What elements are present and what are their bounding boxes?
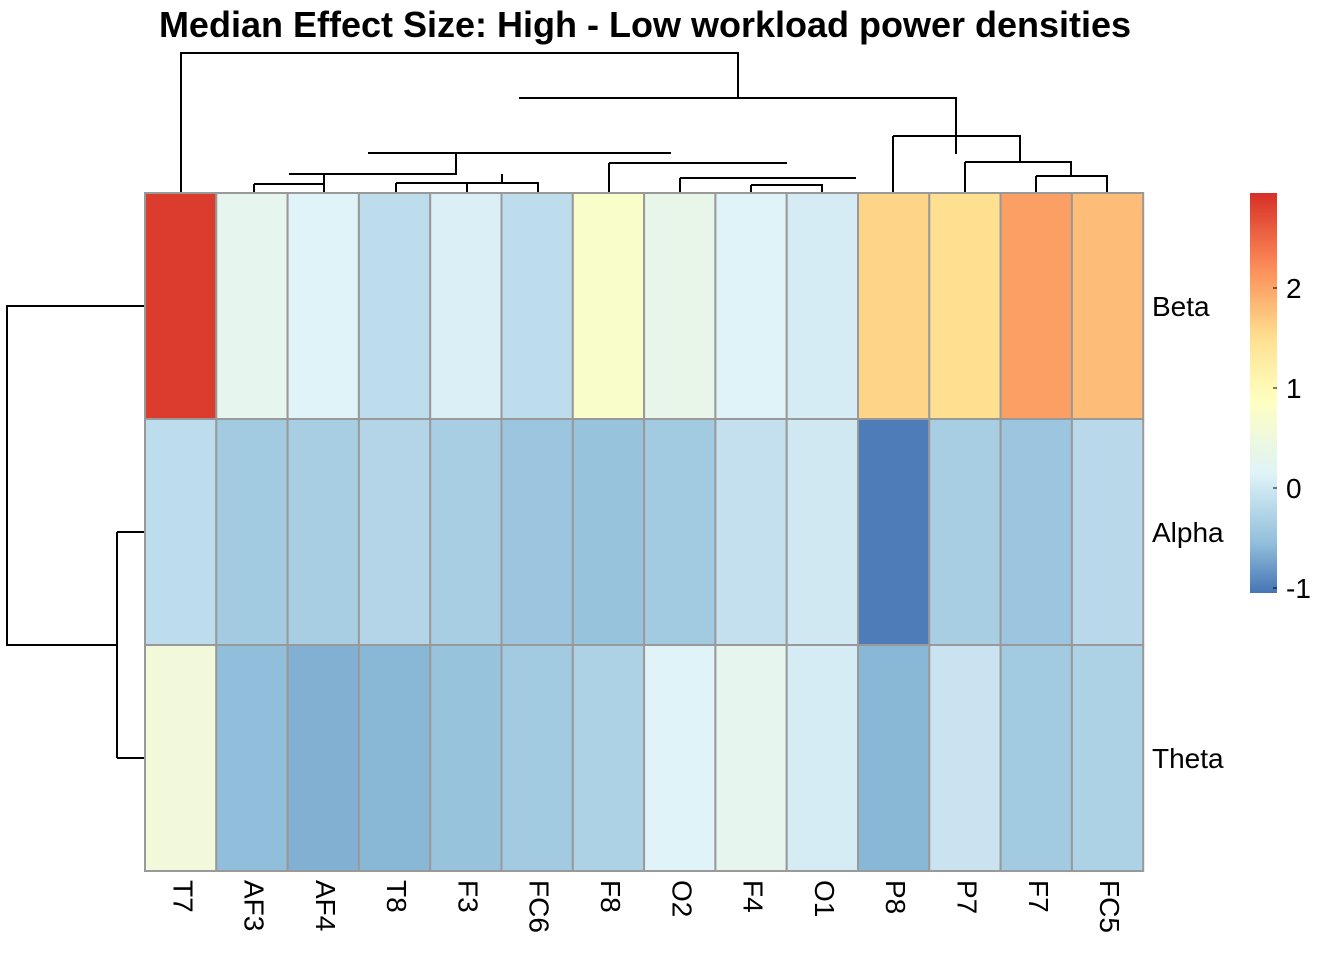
heatmap-cell-beta-o2	[643, 192, 717, 420]
column-label: AF3	[239, 880, 270, 931]
heatmap-cell-beta-f8	[571, 192, 646, 420]
column-label: AF4	[310, 880, 341, 931]
color-legend-bar	[1250, 193, 1277, 593]
heatmap-cell-alpha-t7	[144, 418, 218, 646]
column-labels: T7 AF3 AF4 T8 F3 FC6 F8 O2 F4 O1 P8 P7 F7 FC5	[167, 880, 1125, 933]
heatmap-cell-beta-fc5	[1070, 192, 1145, 420]
heatmap-cell-theta-f3	[429, 644, 503, 872]
heatmap-cell-beta-f7	[999, 192, 1073, 420]
heatmap-cell-alpha-f4	[714, 418, 788, 646]
heatmap-cell-beta-af4	[286, 192, 360, 420]
heatmap-cell-alpha-fc5	[1070, 418, 1145, 646]
heatmap-cell-beta-f4	[714, 192, 788, 420]
column-label: FC5	[1094, 880, 1125, 933]
column-label: T8	[381, 880, 412, 913]
heatmap-cell-beta-fc6	[500, 192, 574, 420]
heatmap-cell-alpha-t8	[357, 418, 432, 646]
column-label: FC6	[524, 880, 555, 933]
color-legend-tick-label: 0	[1286, 473, 1302, 504]
heatmap-cell-beta-o1	[785, 192, 860, 420]
row-dendrogram	[6, 305, 145, 759]
heatmap-cell-alpha-af4	[286, 418, 360, 646]
heatmap-cell-theta-o1	[785, 644, 860, 872]
column-label: P8	[880, 880, 911, 914]
color-legend-ticks: -1 0 1 2	[1273, 273, 1311, 604]
column-label: F7	[1023, 880, 1054, 913]
heatmap-cell-theta-af4	[286, 644, 360, 872]
heatmap-cell-alpha-f8	[571, 418, 646, 646]
heatmap-cell-theta-t7	[144, 644, 218, 872]
heatmap-cell-beta-f3	[429, 192, 503, 420]
heatmap-cell-beta-p7	[928, 192, 1002, 420]
column-label: O1	[809, 880, 840, 917]
heatmap-cell-alpha-af3	[215, 418, 289, 646]
heatmap-cell-theta-f4	[714, 644, 788, 872]
column-label: O2	[666, 880, 697, 917]
heatmap-cell-theta-t8	[357, 644, 432, 872]
row-labels: Beta Alpha Theta	[1152, 291, 1224, 774]
heatmap-cell-alpha-o1	[785, 418, 860, 646]
column-label: P7	[952, 880, 983, 914]
color-legend-tick-label: 1	[1286, 373, 1302, 404]
row-label: Theta	[1152, 743, 1224, 774]
heatmap-cell-alpha-f3	[429, 418, 503, 646]
heatmap-cell-beta-p8	[857, 192, 931, 420]
column-label: F4	[738, 880, 769, 913]
column-dendrogram	[180, 52, 1108, 193]
color-legend: -1 0 1 2	[1250, 193, 1311, 604]
color-legend-tick-label: -1	[1286, 573, 1311, 604]
heatmap-cell-alpha-o2	[643, 418, 717, 646]
heatmap-cell-theta-f8	[571, 644, 646, 872]
row-label: Beta	[1152, 291, 1210, 322]
heatmap-cell-alpha-fc6	[500, 418, 574, 646]
heatmap-cell-theta-o2	[643, 644, 717, 872]
column-label: F3	[452, 880, 483, 913]
column-label: F8	[595, 880, 626, 913]
heatmap-cell-beta-t8	[357, 192, 432, 420]
heatmap-cell-theta-p7	[928, 644, 1002, 872]
heatmap-cell-theta-fc5	[1070, 644, 1145, 872]
heatmap-cells	[144, 192, 1145, 872]
heatmap-cell-theta-af3	[215, 644, 289, 872]
color-legend-tick-label: 2	[1286, 273, 1302, 304]
chart-title: Median Effect Size: High - Low workload …	[159, 4, 1131, 45]
column-label: T7	[167, 880, 198, 913]
heatmap-cell-theta-fc6	[500, 644, 574, 872]
heatmap-cell-theta-p8	[857, 644, 931, 872]
heatmap-cell-alpha-p8	[857, 418, 931, 646]
heatmap-cell-beta-t7	[144, 192, 218, 420]
heatmap-cell-beta-af3	[215, 192, 289, 420]
heatmap-cell-theta-f7	[999, 644, 1073, 872]
heatmap-cell-alpha-p7	[928, 418, 1002, 646]
row-label: Alpha	[1152, 517, 1224, 548]
heatmap-cell-alpha-f7	[999, 418, 1073, 646]
